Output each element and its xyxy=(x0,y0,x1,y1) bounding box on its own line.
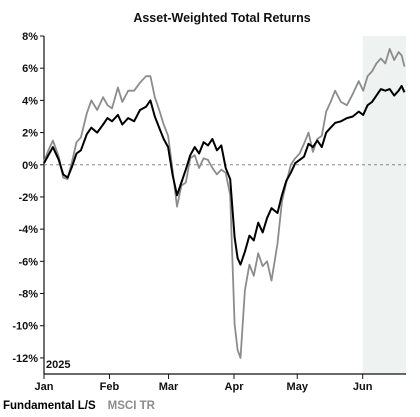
y-tick-label: -12% xyxy=(12,353,38,365)
y-tick-label: -4% xyxy=(18,224,38,236)
x-tick-label: Feb xyxy=(100,381,120,393)
chart-title: Asset-Weighted Total Returns xyxy=(133,11,310,25)
shaded-region xyxy=(362,36,406,374)
series-group xyxy=(43,48,406,359)
year-label: 2025 xyxy=(46,359,70,371)
x-tick-label: May xyxy=(287,381,309,393)
x-tick-label: Apr xyxy=(225,381,245,393)
x-tick-label: Jan xyxy=(35,381,54,393)
y-tick-label: -6% xyxy=(18,256,38,268)
y-tick-label: 0% xyxy=(22,160,38,172)
y-tick-label: 2% xyxy=(22,128,38,140)
y-tick-label: -8% xyxy=(18,289,38,301)
y-tick-label: -10% xyxy=(12,321,38,333)
y-tick-label: -2% xyxy=(18,192,38,204)
y-tick-label: 8% xyxy=(22,31,38,43)
legend: Fundamental L/S MSCI TR xyxy=(3,400,156,412)
legend-label: Fundamental L/S xyxy=(3,400,96,412)
series-line-msci-tr xyxy=(43,48,406,359)
y-tick-label: 6% xyxy=(22,63,38,75)
axes: 8% 6% 4% 2% 0% -2% -4% -6% -8% -10% -12% Jan Feb Mar A… xyxy=(12,31,406,393)
legend-label: MSCI TR xyxy=(108,400,156,412)
y-tick-label: 4% xyxy=(22,95,38,107)
x-tick-label: Jun xyxy=(353,381,373,393)
series-line-fundamental-l-s xyxy=(43,84,406,266)
x-tick-label: Mar xyxy=(159,381,179,393)
